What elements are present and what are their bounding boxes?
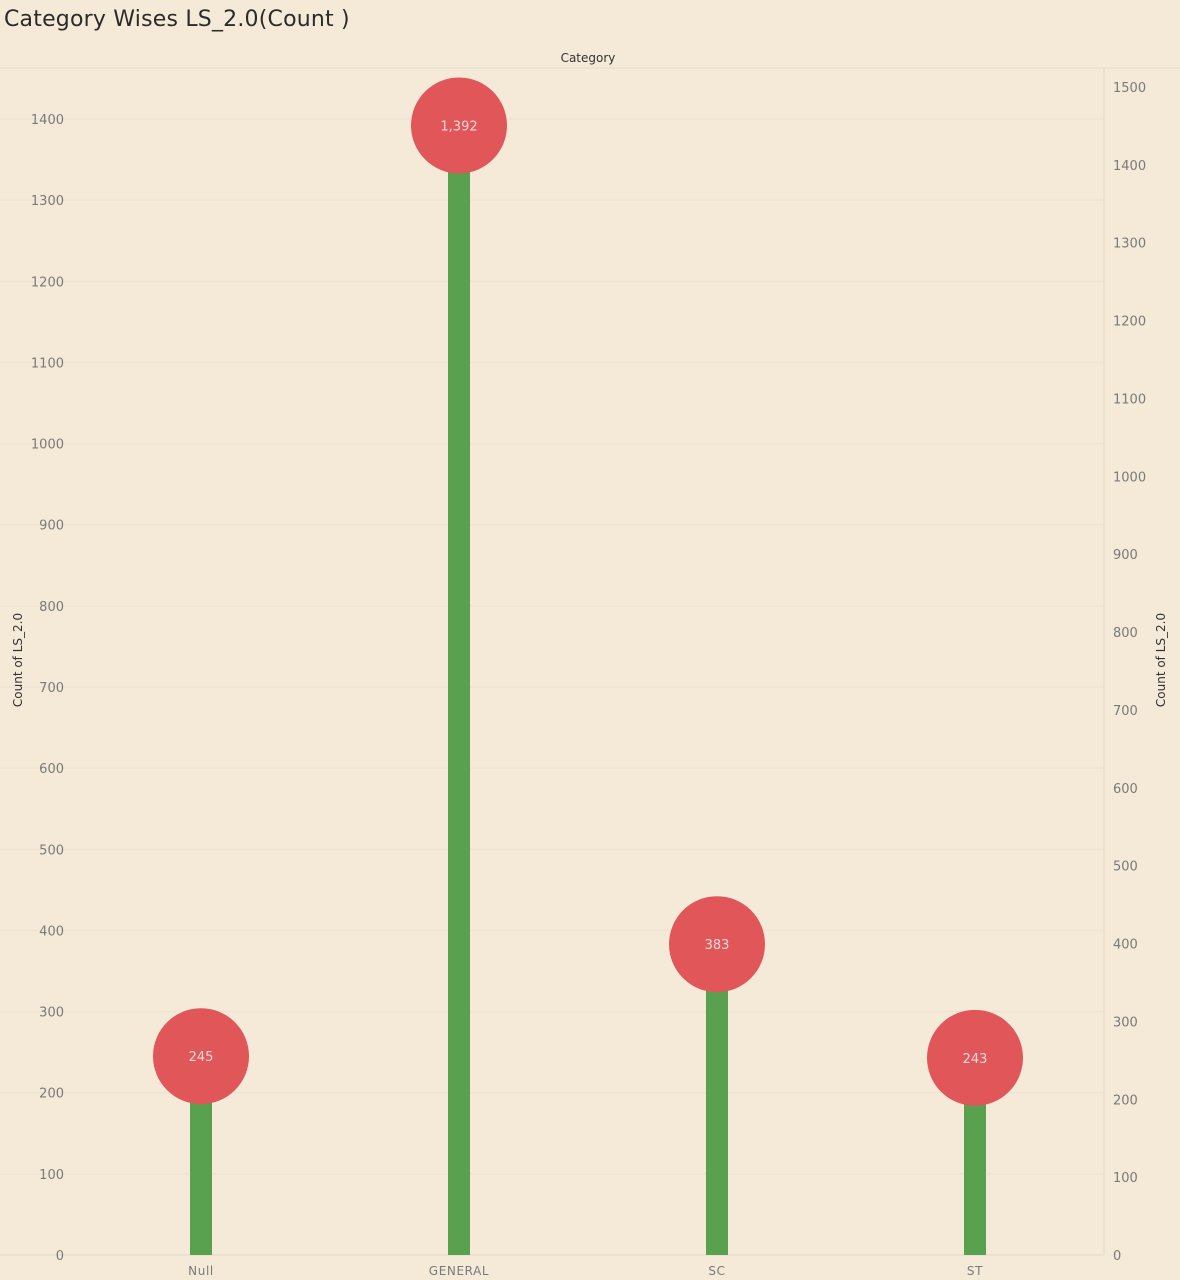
- y2-tick-label: 600: [1113, 782, 1138, 797]
- stem-general: [448, 125, 470, 1255]
- circle-st: [927, 1009, 1023, 1106]
- circle-sc: [669, 896, 765, 993]
- y2-tick-label: 1200: [1113, 315, 1146, 330]
- y2-tick-label: 300: [1113, 1015, 1138, 1030]
- stem-sc: [706, 944, 728, 1255]
- value-label-null: 245: [189, 1050, 214, 1065]
- x-tick-label: Null: [188, 1264, 214, 1278]
- y2-tick-label: 500: [1113, 860, 1138, 875]
- y-axis-right: 0 100 200 300 400 500 600 700 800 900 1000 1100 1200…: [1113, 81, 1146, 1264]
- y2-tick-label: 1300: [1113, 237, 1146, 252]
- y-tick-label: 300: [39, 1006, 64, 1021]
- y-axis-title: Count of LS_2.0: [11, 613, 25, 707]
- x-tick-label: SC: [708, 1264, 725, 1278]
- y2-tick-label: 400: [1113, 938, 1138, 953]
- y-tick-label: 100: [39, 1168, 64, 1183]
- y2-axis-title: Count of LS_2.0: [1154, 613, 1168, 707]
- y2-tick-label: 700: [1113, 704, 1138, 719]
- y2-tick-label: 100: [1113, 1171, 1138, 1186]
- value-label-general: 1,392: [440, 119, 477, 134]
- y-tick-label: 1400: [31, 113, 64, 128]
- y-tick-label: 1100: [31, 356, 64, 371]
- y-tick-label: 0: [56, 1249, 64, 1264]
- x-axis-title: Category: [561, 51, 616, 65]
- y-tick-label: 700: [39, 681, 64, 696]
- circle-general: [411, 77, 507, 174]
- chart-frame: [0, 67, 1180, 1256]
- y-tick-label: 400: [39, 924, 64, 939]
- value-label-sc: 383: [705, 938, 730, 953]
- y2-tick-label: 1000: [1113, 470, 1146, 485]
- y-tick-label: 500: [39, 843, 64, 858]
- circle-null: [153, 1008, 249, 1105]
- y-tick-label: 1000: [31, 438, 64, 453]
- y2-tick-label: 0: [1113, 1249, 1121, 1264]
- value-label-st: 243: [963, 1052, 988, 1067]
- y-tick-label: 800: [39, 600, 64, 615]
- category-labels: Null GENERAL SC ST: [188, 1264, 983, 1278]
- y2-tick-label: 200: [1113, 1093, 1138, 1108]
- x-tick-label: GENERAL: [429, 1264, 489, 1278]
- lollipop-marks: 245 1,392 383 243: [153, 77, 1023, 1255]
- y2-tick-label: 800: [1113, 626, 1138, 641]
- y2-tick-label: 900: [1113, 548, 1138, 563]
- stem-null: [190, 1056, 212, 1255]
- stem-st: [964, 1057, 986, 1255]
- y-tick-label: 1200: [31, 275, 64, 290]
- y2-tick-label: 1500: [1113, 81, 1146, 96]
- x-tick-label: ST: [967, 1264, 983, 1278]
- y-axis-left: 0 100 200 300 400 500 600 700 800 900 1000 1100 1200…: [31, 113, 64, 1264]
- y2-tick-label: 1100: [1113, 392, 1146, 407]
- gridlines: [0, 118, 1104, 1175]
- chart-title: Category Wises LS_2.0(Count ): [4, 7, 350, 32]
- y-tick-label: 600: [39, 762, 64, 777]
- y-tick-label: 1300: [31, 194, 64, 209]
- y-tick-label: 200: [39, 1087, 64, 1102]
- y2-tick-label: 1400: [1113, 159, 1146, 174]
- y-tick-label: 900: [39, 519, 64, 534]
